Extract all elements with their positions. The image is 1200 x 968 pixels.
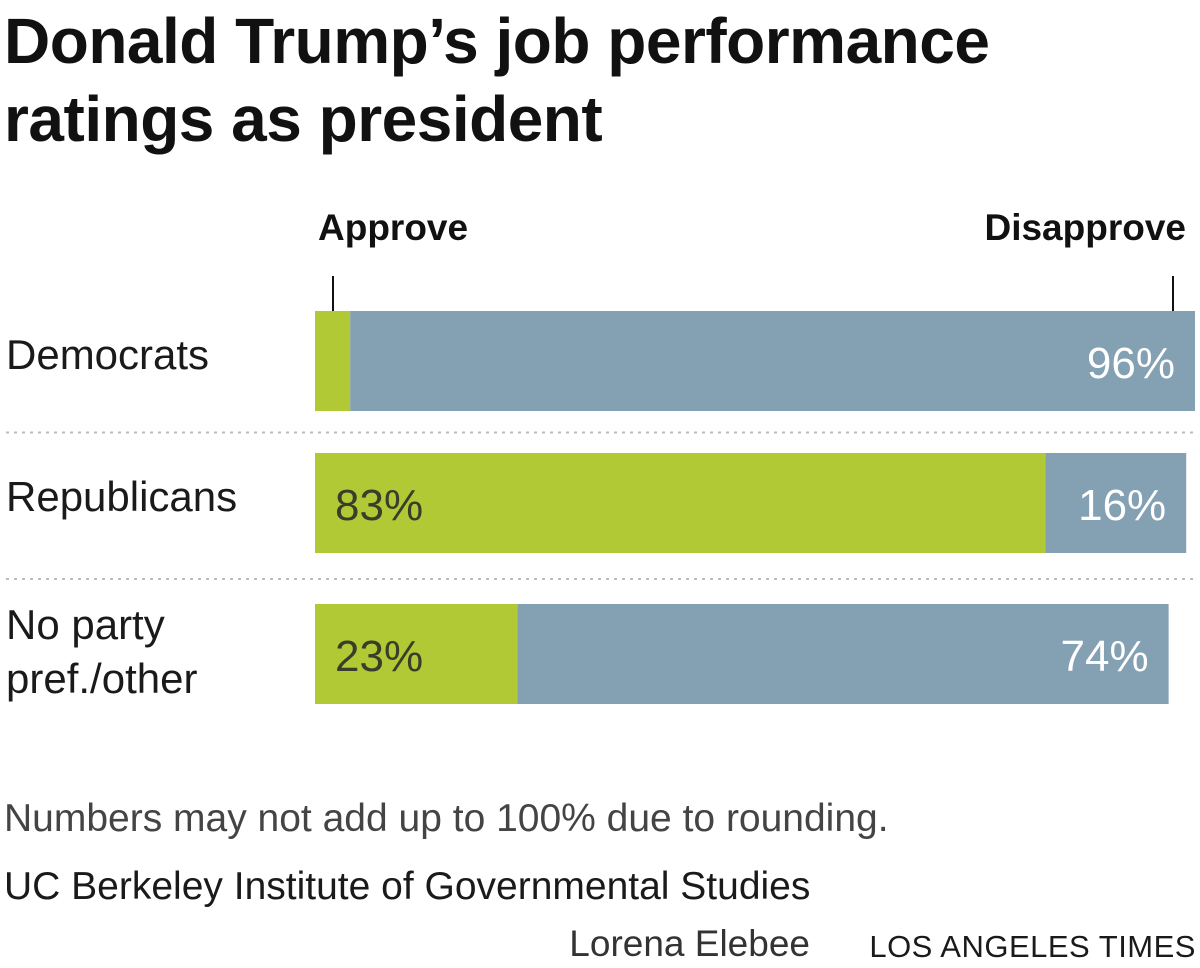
data-label-approve-no-party-pref-other: 23% bbox=[335, 632, 423, 681]
row-label-no-party-line-1: No party bbox=[6, 601, 165, 648]
bar-approve-democrats bbox=[315, 311, 351, 411]
data-label-disapprove-democrats: 96% bbox=[1087, 339, 1175, 388]
bar-disapprove-republicans bbox=[1045, 453, 1187, 553]
outlet-name: LOS ANGELES TIMES bbox=[869, 929, 1196, 964]
bar-approve-republicans bbox=[315, 453, 1046, 553]
author-byline: Lorena Elebee bbox=[569, 923, 810, 964]
row-label-republicans: Republicans bbox=[6, 473, 238, 520]
data-label-disapprove-no-party-pref-other: 74% bbox=[1061, 632, 1149, 681]
bar-disapprove-no-party-pref-other bbox=[517, 604, 1169, 704]
bar-approve-no-party-pref-other bbox=[315, 604, 518, 704]
row-label-no-party-line-2: pref./other bbox=[6, 655, 198, 702]
row-label-democrats: Democrats bbox=[6, 331, 210, 378]
legend-disapprove-tick bbox=[1172, 276, 1174, 316]
legend-approve-label: Approve bbox=[318, 207, 469, 248]
legend-disapprove-label: Disapprove bbox=[984, 207, 1186, 248]
chart-title: Donald Trump’s job performance ratings a… bbox=[4, 5, 990, 155]
data-label-approve-republicans: 83% bbox=[335, 481, 423, 530]
bar-disapprove-democrats bbox=[350, 311, 1195, 411]
source-credit: UC Berkeley Institute of Governmental St… bbox=[4, 865, 811, 908]
legend-approve-tick bbox=[332, 276, 334, 316]
data-label-disapprove-republicans: 16% bbox=[1078, 481, 1166, 530]
rounding-note: Numbers may not add up to 100% due to ro… bbox=[4, 797, 889, 840]
